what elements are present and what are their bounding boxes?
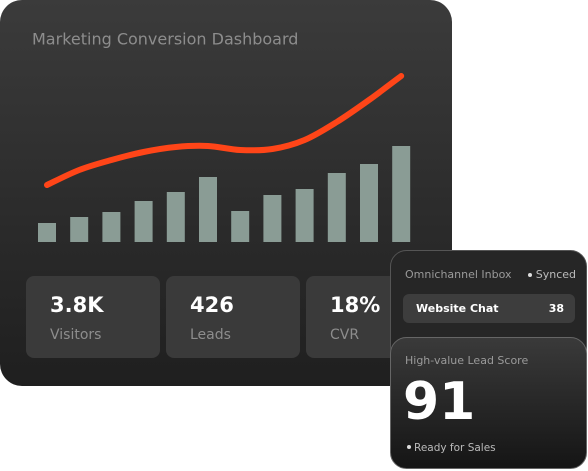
stat-label: CVR	[330, 327, 359, 343]
stat-value: 3.8K	[50, 293, 104, 317]
bar	[70, 217, 89, 242]
inbox-item[interactable]	[403, 294, 575, 323]
score-title: High-value Lead Score	[405, 354, 528, 367]
inbox-item-count: 38	[549, 302, 564, 315]
stat-label: Leads	[190, 327, 231, 343]
status-dot	[528, 273, 532, 277]
score-card	[390, 337, 587, 469]
score-value: 91	[403, 372, 475, 432]
bar	[360, 164, 378, 242]
stat-card	[166, 276, 300, 358]
inbox-status: Synced	[536, 268, 576, 281]
trend-line	[44, 73, 405, 188]
bar	[231, 211, 250, 242]
inbox-item-label: Website Chat	[416, 302, 499, 315]
bar	[102, 212, 121, 242]
stat-value: 426	[190, 293, 234, 317]
bar	[327, 173, 346, 242]
bar	[38, 223, 56, 242]
title: Marketing Conversion Dashboard	[32, 30, 298, 49]
bar	[134, 201, 153, 242]
bar	[392, 146, 411, 242]
bar	[295, 189, 314, 242]
score-status: Ready for Sales	[414, 442, 496, 454]
status-dot	[407, 445, 411, 449]
chart	[38, 73, 411, 242]
inbox-title: Omnichannel Inbox	[405, 268, 512, 281]
stat-label: Visitors	[50, 327, 101, 343]
stat-card	[26, 276, 160, 358]
bar	[166, 192, 185, 242]
bar	[263, 195, 282, 242]
stat-value: 18%	[330, 293, 380, 317]
bar	[199, 177, 217, 242]
